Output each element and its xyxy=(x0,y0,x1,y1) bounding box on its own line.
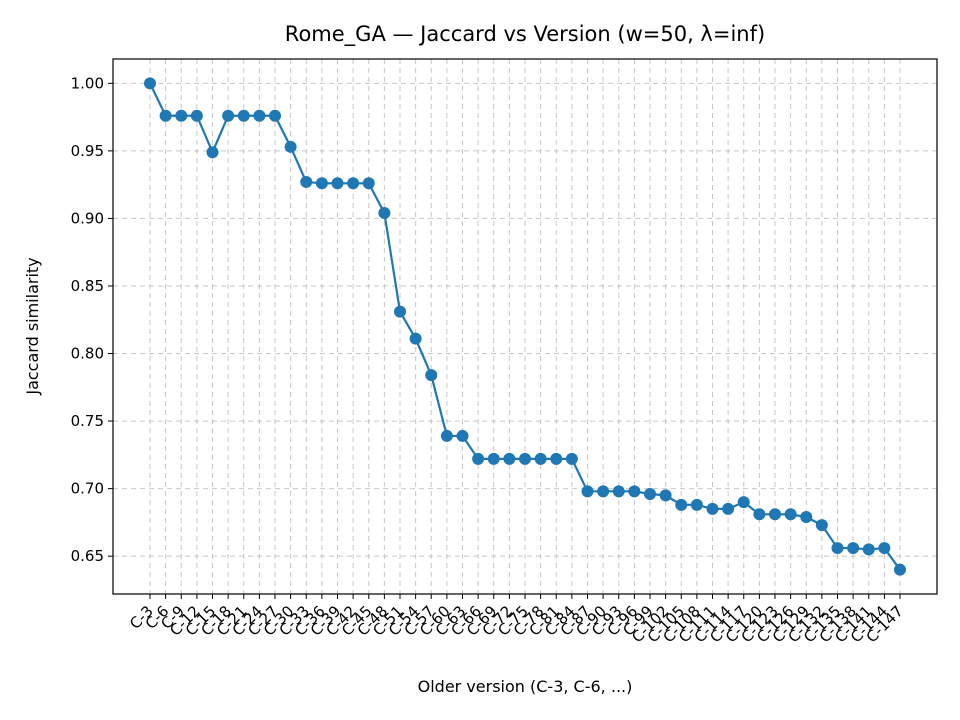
data-point xyxy=(597,485,610,498)
data-point xyxy=(565,452,578,465)
data-point xyxy=(612,485,625,498)
data-point xyxy=(378,207,391,220)
data-point xyxy=(206,146,219,159)
data-point xyxy=(862,543,875,556)
data-point xyxy=(222,109,235,122)
y-tick-label: 0.80 xyxy=(71,345,104,363)
data-point xyxy=(253,109,266,122)
data-point xyxy=(847,542,860,555)
data-point xyxy=(644,488,656,501)
data-point xyxy=(190,109,203,122)
data-point xyxy=(362,177,375,190)
plot-frame xyxy=(112,58,938,595)
data-point xyxy=(706,502,719,515)
data-point xyxy=(331,177,344,190)
data-point xyxy=(472,452,485,465)
y-tick-label: 0.90 xyxy=(71,209,104,227)
data-point xyxy=(878,542,891,555)
y-tick-label: 0.70 xyxy=(71,480,104,498)
data-point xyxy=(519,452,531,465)
data-point xyxy=(159,109,172,122)
x-axis-label: Older version (C-3, C-6, ...) xyxy=(418,677,633,696)
data-point xyxy=(409,332,422,345)
data-point xyxy=(737,496,750,509)
data-point xyxy=(269,109,281,122)
data-point xyxy=(487,452,500,465)
x-axis-ticks: C-3C-6C-9C-12C-15C-18C-21C-24C-27C-30C-3… xyxy=(126,594,907,646)
data-point xyxy=(300,175,313,188)
data-point xyxy=(440,429,453,442)
y-tick-label: 1.00 xyxy=(71,74,104,92)
data-points xyxy=(144,77,906,576)
y-tick-label: 0.65 xyxy=(71,547,104,565)
data-point xyxy=(425,369,438,382)
data-point xyxy=(175,109,188,122)
grid xyxy=(113,59,937,594)
data-point xyxy=(690,498,703,511)
data-point xyxy=(284,140,297,153)
y-tick-label: 0.95 xyxy=(71,142,104,160)
data-point xyxy=(800,510,813,523)
data-point xyxy=(815,519,828,532)
data-point xyxy=(347,177,360,190)
chart-title: Rome_GA — Jaccard vs Version (w=50, λ=in… xyxy=(285,22,765,47)
data-point xyxy=(628,485,641,498)
data-point xyxy=(503,452,516,465)
y-tick-label: 0.85 xyxy=(71,277,104,295)
data-point xyxy=(675,498,688,511)
data-point xyxy=(659,489,672,502)
data-point xyxy=(550,452,563,465)
y-axis-label: Jaccard similarity xyxy=(23,257,42,395)
data-point xyxy=(534,452,547,465)
data-point xyxy=(144,77,156,90)
data-point xyxy=(394,305,406,318)
data-point xyxy=(784,508,797,521)
data-point xyxy=(315,177,328,190)
data-point xyxy=(456,429,469,442)
data-point xyxy=(831,542,844,555)
y-axis-ticks: 0.65 0.70 0.75 0.80 0.85 0.90 0.95 1.00 xyxy=(71,74,113,565)
data-point xyxy=(722,502,735,515)
data-point xyxy=(753,508,766,521)
data-point xyxy=(237,109,250,122)
data-point xyxy=(894,563,906,576)
y-tick-label: 0.75 xyxy=(71,412,104,430)
data-point xyxy=(769,508,781,521)
series-line xyxy=(149,82,901,571)
data-point xyxy=(581,485,594,498)
